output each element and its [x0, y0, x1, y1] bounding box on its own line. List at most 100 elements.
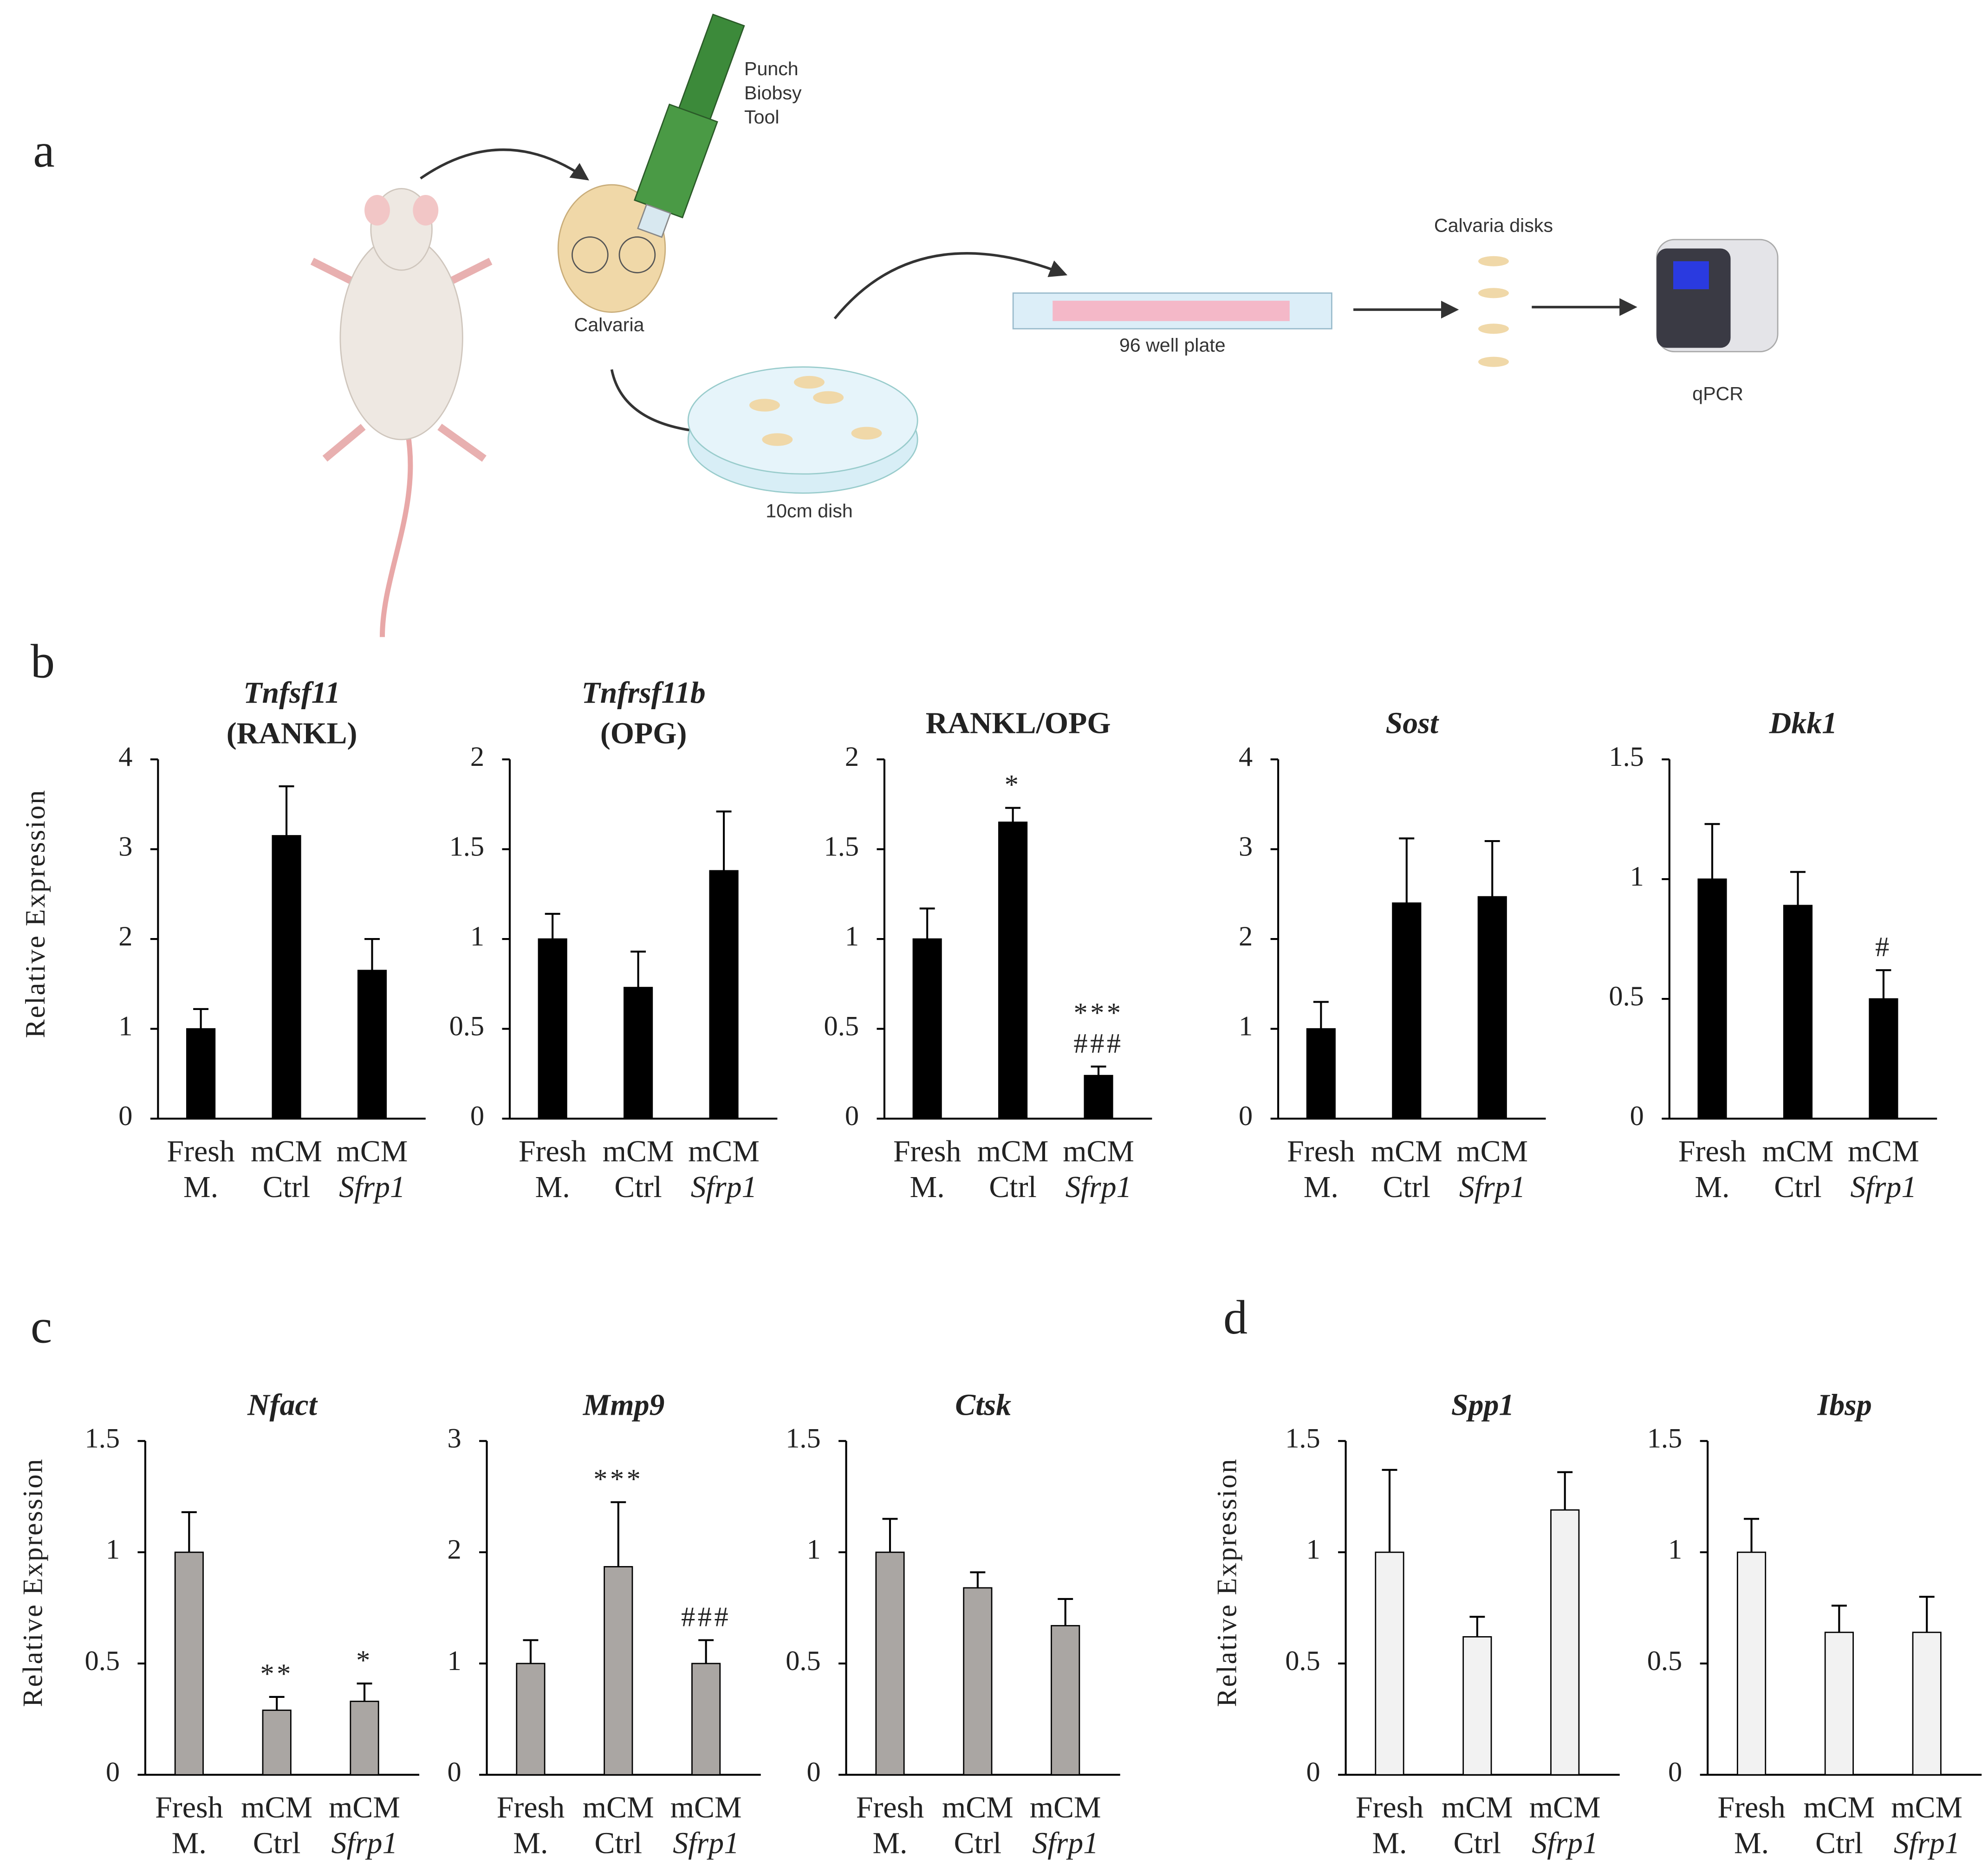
chart-title: Dkk1: [1769, 706, 1837, 740]
x-tick-label: mCM Sfrp1: [1529, 1791, 1601, 1860]
error-bar: [1091, 1065, 1106, 1076]
y-tick-label: 0.5: [824, 1010, 859, 1042]
x-tick-label: mCM Sfrp1: [688, 1134, 760, 1204]
x-tick-label: mCM Ctrl: [977, 1134, 1049, 1204]
y-tick-label: 1: [1239, 1010, 1253, 1042]
x-tick-label: Fresh M.: [497, 1791, 565, 1860]
y-tick-label: 0: [1630, 1101, 1644, 1132]
y-tick-label: 1.5: [786, 1423, 820, 1454]
bar: [624, 987, 653, 1120]
significance-label: ***: [593, 1463, 643, 1495]
mouse-icon: [310, 188, 493, 637]
x-tick-label: mCM Ctrl: [942, 1791, 1013, 1860]
error-bar: [1399, 837, 1415, 903]
y-tick-label: 4: [1239, 741, 1253, 772]
bar: [1912, 1631, 1942, 1776]
bar: [1375, 1551, 1404, 1776]
bar: [1392, 902, 1422, 1120]
significance-label: ###: [1074, 1028, 1124, 1059]
y-tick-label: 1: [807, 1534, 821, 1565]
x-tick-label: mCM Ctrl: [241, 1791, 312, 1860]
x-tick-label: Fresh M.: [856, 1791, 924, 1860]
y-tick-label: 0: [118, 1101, 132, 1132]
bar: [1697, 878, 1727, 1120]
y-tick-label: 2: [118, 921, 132, 952]
bar: [1783, 905, 1813, 1120]
diagram-label: Calvaria: [574, 314, 644, 336]
y-tick-label: 2: [1239, 921, 1253, 952]
bar: [516, 1663, 546, 1776]
error-bar: [1919, 1596, 1935, 1632]
error-bar: [545, 913, 560, 939]
error-bar: [1704, 823, 1720, 880]
x-tick-label: mCM Sfrp1: [1891, 1791, 1962, 1860]
y-tick-label: 1: [1306, 1534, 1320, 1565]
y-axis-label: Relative Expression: [20, 789, 51, 1038]
x-tick-label: mCM Sfrp1: [670, 1791, 742, 1860]
x-tick-label: mCM Ctrl: [603, 1134, 674, 1204]
chart-title: Ibsp: [1817, 1388, 1872, 1422]
x-tick-label: mCM Ctrl: [251, 1134, 322, 1204]
bar: [186, 1028, 216, 1120]
chart-title: RANKL/OPG: [926, 706, 1111, 740]
panel-letter: a: [33, 123, 54, 177]
y-tick-label: 1: [1668, 1534, 1682, 1565]
plate-icon: [1012, 292, 1332, 330]
y-tick-label: 0: [447, 1757, 461, 1788]
error-bar: [1876, 969, 1891, 999]
error-bar: [611, 1501, 626, 1567]
calvaria-icon: [557, 184, 666, 313]
chart-title: Sost: [1386, 706, 1439, 740]
dish-icon: [687, 366, 918, 494]
diagram-label: qPCR: [1692, 383, 1743, 404]
bar: [1306, 1028, 1336, 1120]
y-tick-label: 3: [447, 1423, 461, 1454]
x-tick-label: Fresh M.: [1356, 1791, 1423, 1860]
y-tick-label: 1.5: [1285, 1423, 1320, 1454]
y-tick-label: 0: [470, 1101, 484, 1132]
x-tick-label: mCM Sfrp1: [1030, 1791, 1101, 1860]
bar: [350, 1701, 379, 1776]
error-bar: [357, 1683, 372, 1702]
significance-label: #: [1875, 932, 1892, 963]
error-bar: [1058, 1598, 1073, 1626]
error-bar: [1744, 1518, 1760, 1553]
chart-title: Mmp9: [583, 1388, 665, 1422]
y-tick-label: 0.5: [449, 1010, 484, 1042]
significance-label: *: [356, 1645, 373, 1676]
error-bar: [1313, 1001, 1329, 1029]
x-tick-label: Fresh M.: [1287, 1134, 1355, 1204]
diagram-label: Tool: [744, 106, 780, 128]
y-tick-label: 0: [1239, 1101, 1253, 1132]
panel-letter: d: [1223, 1290, 1247, 1344]
punch-tool-icon: [634, 13, 745, 238]
error-bar: [1484, 840, 1500, 897]
y-tick-label: 0.5: [786, 1645, 820, 1677]
y-tick-label: 1.5: [1609, 741, 1644, 772]
x-tick-label: mCM Sfrp1: [337, 1134, 408, 1204]
disks-icon: [1478, 256, 1509, 367]
error-bar: [1005, 807, 1021, 822]
diagram-label: Punch: [744, 58, 799, 79]
bar: [538, 938, 567, 1120]
error-bar: [1831, 1605, 1847, 1632]
y-axis-label: Relative Expression: [1212, 1458, 1243, 1707]
bar: [1736, 1551, 1767, 1776]
bar: [998, 822, 1028, 1120]
x-tick-label: mCM Sfrp1: [1848, 1134, 1919, 1204]
error-bar: [523, 1639, 539, 1664]
x-tick-label: Fresh M.: [1717, 1791, 1785, 1860]
bar: [262, 1709, 292, 1776]
y-tick-label: 0: [1306, 1757, 1320, 1788]
error-bar: [716, 810, 732, 871]
bar: [1084, 1075, 1113, 1120]
bar: [1462, 1636, 1492, 1776]
error-bar: [698, 1639, 714, 1664]
panel-letter: b: [31, 634, 55, 688]
error-bar: [919, 907, 935, 939]
chart-title: Nfact: [247, 1388, 318, 1422]
x-tick-label: mCM Sfrp1: [1063, 1134, 1134, 1204]
y-tick-label: 1: [1630, 861, 1644, 892]
qpcr-icon: [1656, 239, 1779, 353]
